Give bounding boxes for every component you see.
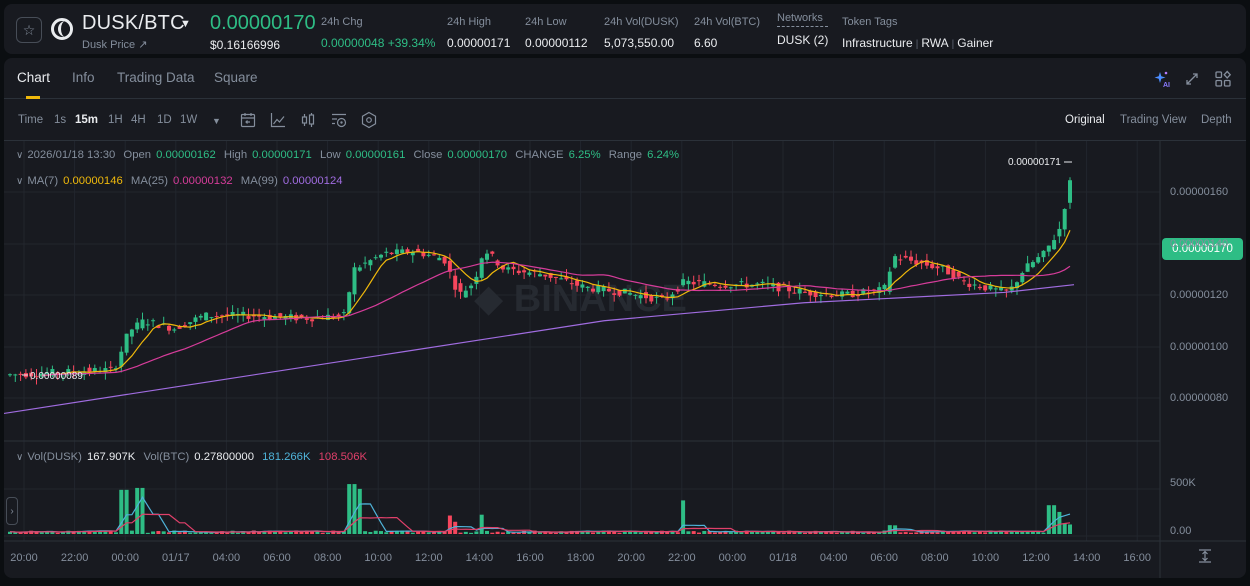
vol-axis-label: 0.00 — [1170, 525, 1192, 537]
time-axis-label: 08:00 — [313, 552, 342, 564]
token-tags: Token Tags Infrastructure | RWA | Gainer — [842, 16, 994, 50]
star-icon: ☆ — [22, 21, 36, 38]
time-axis-label: 00:00 — [111, 552, 139, 564]
tag-gainer[interactable]: Gainer — [957, 36, 994, 50]
stat-networks[interactable]: Networks DUSK (2) — [777, 12, 829, 47]
volume-legend: ∨ Vol(DUSK) 167.907K Vol(BTC) 0.27800000 18… — [16, 451, 368, 463]
timeframe-1d[interactable]: 1D — [157, 114, 172, 126]
current-price-tag: 0.00000170 — [1162, 238, 1243, 260]
pair-selector[interactable]: DUSK/BTC — [82, 12, 185, 34]
caret-down-icon[interactable]: ▼ — [180, 18, 191, 30]
stat-24h-high: 24h High 0.00000171 — [447, 16, 511, 50]
favorite-star-button[interactable]: ☆ — [16, 17, 42, 43]
tab-info[interactable]: Info — [72, 70, 95, 85]
timeframe-1h[interactable]: 1H — [108, 114, 123, 126]
timeframe-1s[interactable]: 1s — [54, 114, 67, 126]
view-depth[interactable]: Depth — [1201, 114, 1232, 126]
tab-trading-data[interactable]: Trading Data — [117, 70, 195, 85]
time-axis-label: 18:00 — [566, 552, 595, 564]
stat-24h-change: 24h Chg 0.00000048 +39.34% — [321, 16, 436, 50]
stat-24h-vol-dusk: 24h Vol(DUSK) 5,073,550.00 — [604, 16, 679, 50]
active-tab-indicator — [26, 96, 40, 99]
time-axis-label: 01/17 — [162, 552, 190, 564]
chart-settings-add-icon[interactable] — [330, 111, 348, 129]
timeframe-4h[interactable]: 4H — [131, 114, 146, 126]
candlestick-chart-area[interactable]: ◆ BINANCE 0.00000171 0.00000089 ∨ 2026/01/1… — [4, 140, 1246, 578]
y-axis-label: 0.00000140 — [1170, 238, 1229, 250]
settings-hexagon-icon[interactable] — [360, 111, 378, 129]
last-price: 0.00000170 — [210, 12, 316, 34]
fullscreen-expand-icon[interactable] — [1184, 71, 1200, 87]
time-axis-label: 22:00 — [60, 552, 89, 564]
y-axis-label: 0.00000080 — [1170, 392, 1229, 404]
y-axis-label: 0.00000120 — [1170, 289, 1229, 301]
ai-sparkle-icon[interactable]: AI — [1154, 70, 1172, 88]
time-axis-label: 20:00 — [10, 552, 38, 564]
chevron-right-icon: › — [10, 505, 14, 517]
timeframe-more-dropdown[interactable]: ▼ — [212, 116, 221, 126]
y-axis-label: 0.00000100 — [1170, 341, 1229, 353]
time-axis-label: 20:00 — [617, 552, 645, 564]
collapse-chevron-icon[interactable]: ∨ — [16, 176, 24, 187]
scroll-left-button[interactable]: › — [6, 497, 18, 525]
timeframe-time[interactable]: Time — [18, 114, 44, 126]
candlestick-chart[interactable]: ◆ BINANCE 0.00000171 0.00000089 — [4, 141, 1246, 578]
y-axis-label: 0.00000160 — [1170, 186, 1229, 198]
collapse-chevron-icon[interactable]: ∨ — [16, 150, 24, 161]
calendar-goto-icon[interactable] — [239, 111, 257, 129]
time-axis-label: 12:00 — [1022, 552, 1050, 564]
timeframe-15m[interactable]: 15m — [75, 114, 99, 126]
chart-panel: Chart Info Trading Data Square AI Time 1… — [4, 58, 1246, 578]
last-price-usd: $0.16166996 — [210, 38, 281, 52]
time-axis-label: 16:00 — [516, 552, 544, 564]
candle-type-icon[interactable] — [299, 111, 317, 129]
time-axis-label: 10:00 — [364, 552, 392, 564]
ohlc-legend: ∨ 2026/01/18 13:30 Open 0.00000162 High 0.0… — [16, 149, 680, 161]
layout-widgets-icon[interactable] — [1214, 70, 1232, 88]
view-original[interactable]: Original — [1065, 114, 1105, 126]
time-axis-label: 22:00 — [668, 552, 696, 564]
time-axis-label: 12:00 — [415, 552, 443, 564]
time-axis-label: 14:00 — [1072, 552, 1101, 564]
tag-infrastructure[interactable]: Infrastructure — [842, 36, 913, 50]
stat-24h-low: 24h Low 0.00000112 — [525, 16, 588, 50]
tab-chart[interactable]: Chart — [17, 70, 51, 85]
time-axis-label: 06:00 — [263, 552, 291, 564]
time-axis-label: 04:00 — [819, 552, 848, 564]
collapse-chevron-icon[interactable]: ∨ — [16, 452, 24, 463]
ticker-header: ☆ DUSK/BTC ▼ Dusk Price ↗ 0.00000170 $0.… — [4, 4, 1246, 54]
indicators-chart-icon[interactable] — [269, 111, 287, 129]
svg-text:AI: AI — [1163, 82, 1170, 88]
svg-text:0.00000171: 0.00000171 — [1008, 157, 1061, 168]
svg-text:◆ BINANCE: ◆ BINANCE — [474, 278, 687, 320]
dusk-logo-icon — [51, 18, 73, 40]
vol-axis-label: 500K — [1170, 477, 1196, 489]
stat-24h-vol-btc: 24h Vol(BTC) 6.60 — [694, 16, 761, 50]
coin-price-link[interactable]: Dusk Price ↗ — [82, 39, 148, 51]
time-axis-label: 00:00 — [718, 552, 747, 564]
time-axis-label: 01/18 — [769, 552, 797, 564]
time-axis-label: 08:00 — [921, 552, 949, 564]
chart-toolbar: Time 1s 15m 1H 4H 1D 1W ▼ Origin — [4, 100, 1246, 140]
tab-square[interactable]: Square — [214, 70, 258, 85]
time-axis-label: 06:00 — [870, 552, 898, 564]
time-axis-label: 14:00 — [465, 552, 494, 564]
time-axis-label: 10:00 — [971, 552, 1000, 564]
tag-rwa[interactable]: RWA — [921, 36, 949, 50]
chart-tabs: Chart Info Trading Data Square AI — [4, 58, 1246, 99]
ma-legend: ∨ MA(7) 0.00000146 MA(25) 0.00000132 MA(99)… — [16, 175, 343, 187]
time-axis-label: 04:00 — [212, 552, 241, 564]
timeframe-1w[interactable]: 1W — [180, 114, 198, 126]
svg-text:0.00000089: 0.00000089 — [30, 371, 83, 382]
auto-scale-icon[interactable] — [1197, 548, 1213, 564]
view-trading-view[interactable]: Trading View — [1120, 114, 1187, 126]
time-axis-label: 16:00 — [1123, 552, 1151, 564]
